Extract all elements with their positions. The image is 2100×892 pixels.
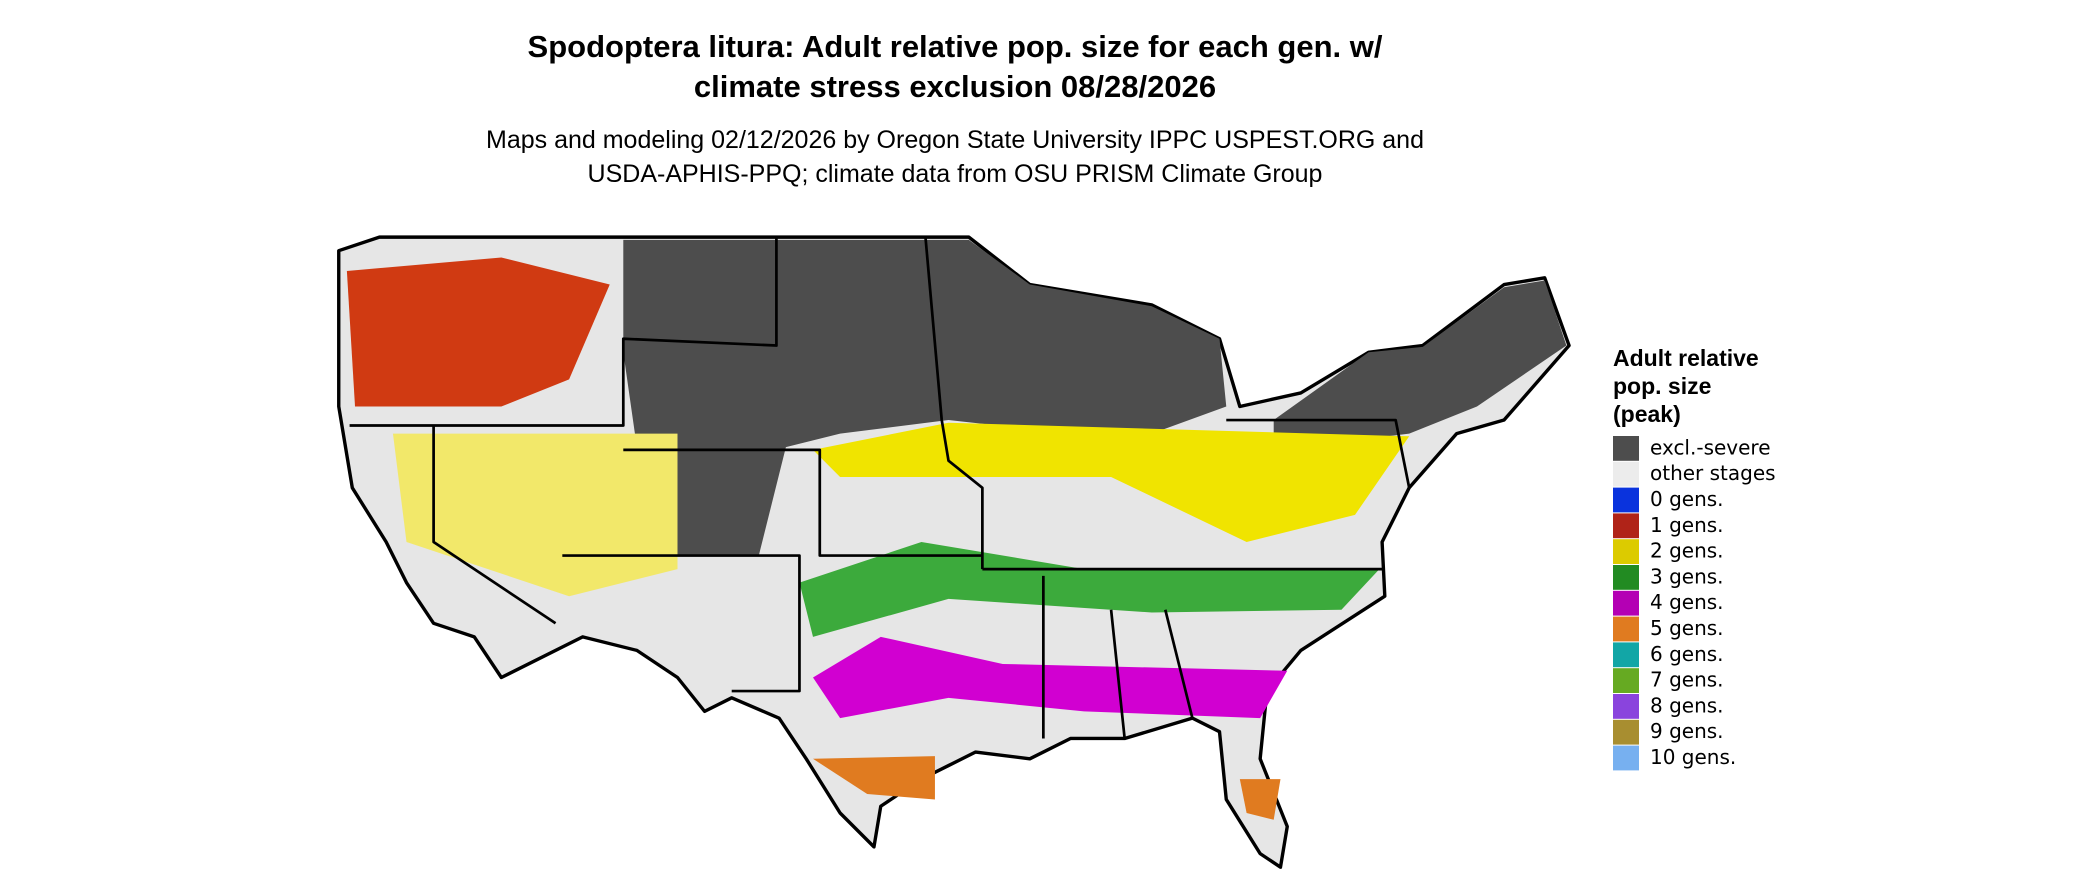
legend-label: 9 gens. bbox=[1650, 719, 1724, 743]
legend-swatch bbox=[1613, 694, 1639, 719]
legend-label: other stages bbox=[1650, 461, 1776, 485]
legend-title: (peak) bbox=[1613, 401, 1681, 427]
legend-swatch bbox=[1613, 668, 1639, 693]
legend-swatch bbox=[1613, 539, 1639, 564]
legend-swatch bbox=[1613, 719, 1639, 745]
legend-swatch bbox=[1613, 487, 1639, 513]
zone-2gen bbox=[813, 422, 1410, 542]
title: climate stress exclusion 08/28/2026 bbox=[694, 69, 1216, 104]
legend-swatch bbox=[1613, 590, 1639, 616]
legend-swatch bbox=[1613, 642, 1639, 668]
zone-5gen bbox=[813, 756, 935, 800]
legend-swatch bbox=[1613, 436, 1639, 461]
legend-label: 3 gens. bbox=[1650, 564, 1724, 588]
legend-title: Adult relative bbox=[1613, 345, 1759, 371]
legend-swatch bbox=[1613, 616, 1639, 642]
map bbox=[337, 235, 1571, 869]
subtitle: USDA-APHIS-PPQ; climate data from OSU PR… bbox=[588, 160, 1323, 188]
legend-label: 2 gens. bbox=[1650, 539, 1724, 563]
zone-3gen bbox=[799, 542, 1380, 637]
legend-label: 1 gens. bbox=[1650, 513, 1724, 537]
legend-label: 7 gens. bbox=[1650, 668, 1724, 692]
legend: Adult relative pop. size (peak) excl.-se… bbox=[1613, 345, 1776, 771]
subtitle: Maps and modeling 02/12/2026 by Oregon S… bbox=[486, 126, 1424, 154]
title: Spodoptera litura: Adult relative pop. s… bbox=[528, 29, 1383, 64]
zone-4gen bbox=[813, 636, 1288, 719]
legend-label: 10 gens. bbox=[1650, 745, 1736, 769]
legend-label: 0 gens. bbox=[1650, 487, 1724, 511]
zone-5gen bbox=[1239, 779, 1281, 820]
legend-swatch bbox=[1613, 513, 1639, 539]
excluded-region bbox=[1273, 280, 1567, 450]
legend-label: 4 gens. bbox=[1650, 590, 1724, 614]
legend-label: 5 gens. bbox=[1650, 616, 1724, 640]
legend-label: 6 gens. bbox=[1650, 642, 1724, 666]
state-borders bbox=[349, 237, 1411, 739]
zone-1gen bbox=[346, 257, 610, 407]
legend-swatch bbox=[1613, 745, 1639, 771]
legend-label: 8 gens. bbox=[1650, 693, 1724, 717]
legend-title: pop. size bbox=[1613, 373, 1711, 399]
legend-swatch bbox=[1613, 461, 1639, 487]
legend-swatch bbox=[1613, 565, 1639, 590]
legend-label: excl.-severe bbox=[1650, 435, 1771, 459]
excluded-region bbox=[623, 239, 1227, 556]
